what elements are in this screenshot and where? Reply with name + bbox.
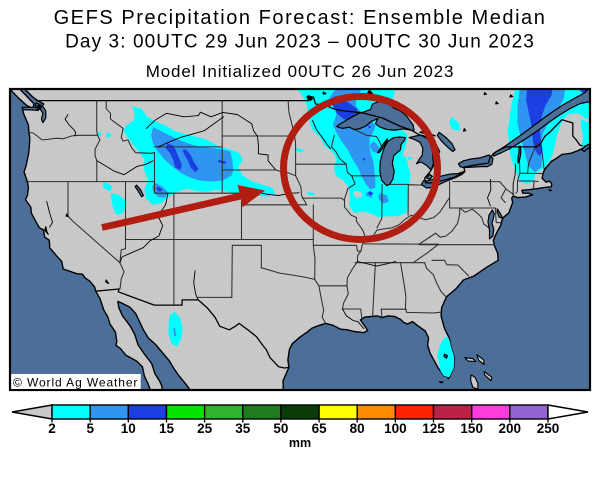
svg-text:5: 5 (86, 421, 94, 436)
svg-text:mm: mm (289, 436, 311, 450)
svg-text:25: 25 (197, 421, 213, 436)
svg-text:Day 3: 00UTC 29 Jun 2023 – 00U: Day 3: 00UTC 29 Jun 2023 – 00UTC 30 Jun … (65, 32, 535, 53)
svg-text:35: 35 (235, 421, 251, 436)
svg-text:2: 2 (48, 421, 56, 436)
svg-text:125: 125 (422, 421, 445, 436)
svg-text:250: 250 (537, 421, 560, 436)
svg-text:100: 100 (384, 421, 407, 436)
svg-text:80: 80 (350, 421, 365, 436)
svg-text:10: 10 (121, 421, 136, 436)
svg-text:© World Ag Weather: © World Ag Weather (13, 376, 138, 390)
svg-text:GEFS Precipitation Forecast: E: GEFS Precipitation Forecast: Ensemble Me… (54, 7, 547, 29)
svg-text:200: 200 (499, 421, 522, 436)
svg-text:150: 150 (460, 421, 483, 436)
svg-text:15: 15 (159, 421, 175, 436)
svg-text:50: 50 (273, 421, 288, 436)
svg-text:Model Initialized 00UTC 26 Jun: Model Initialized 00UTC 26 Jun 2023 (146, 62, 455, 81)
svg-text:65: 65 (312, 421, 328, 436)
